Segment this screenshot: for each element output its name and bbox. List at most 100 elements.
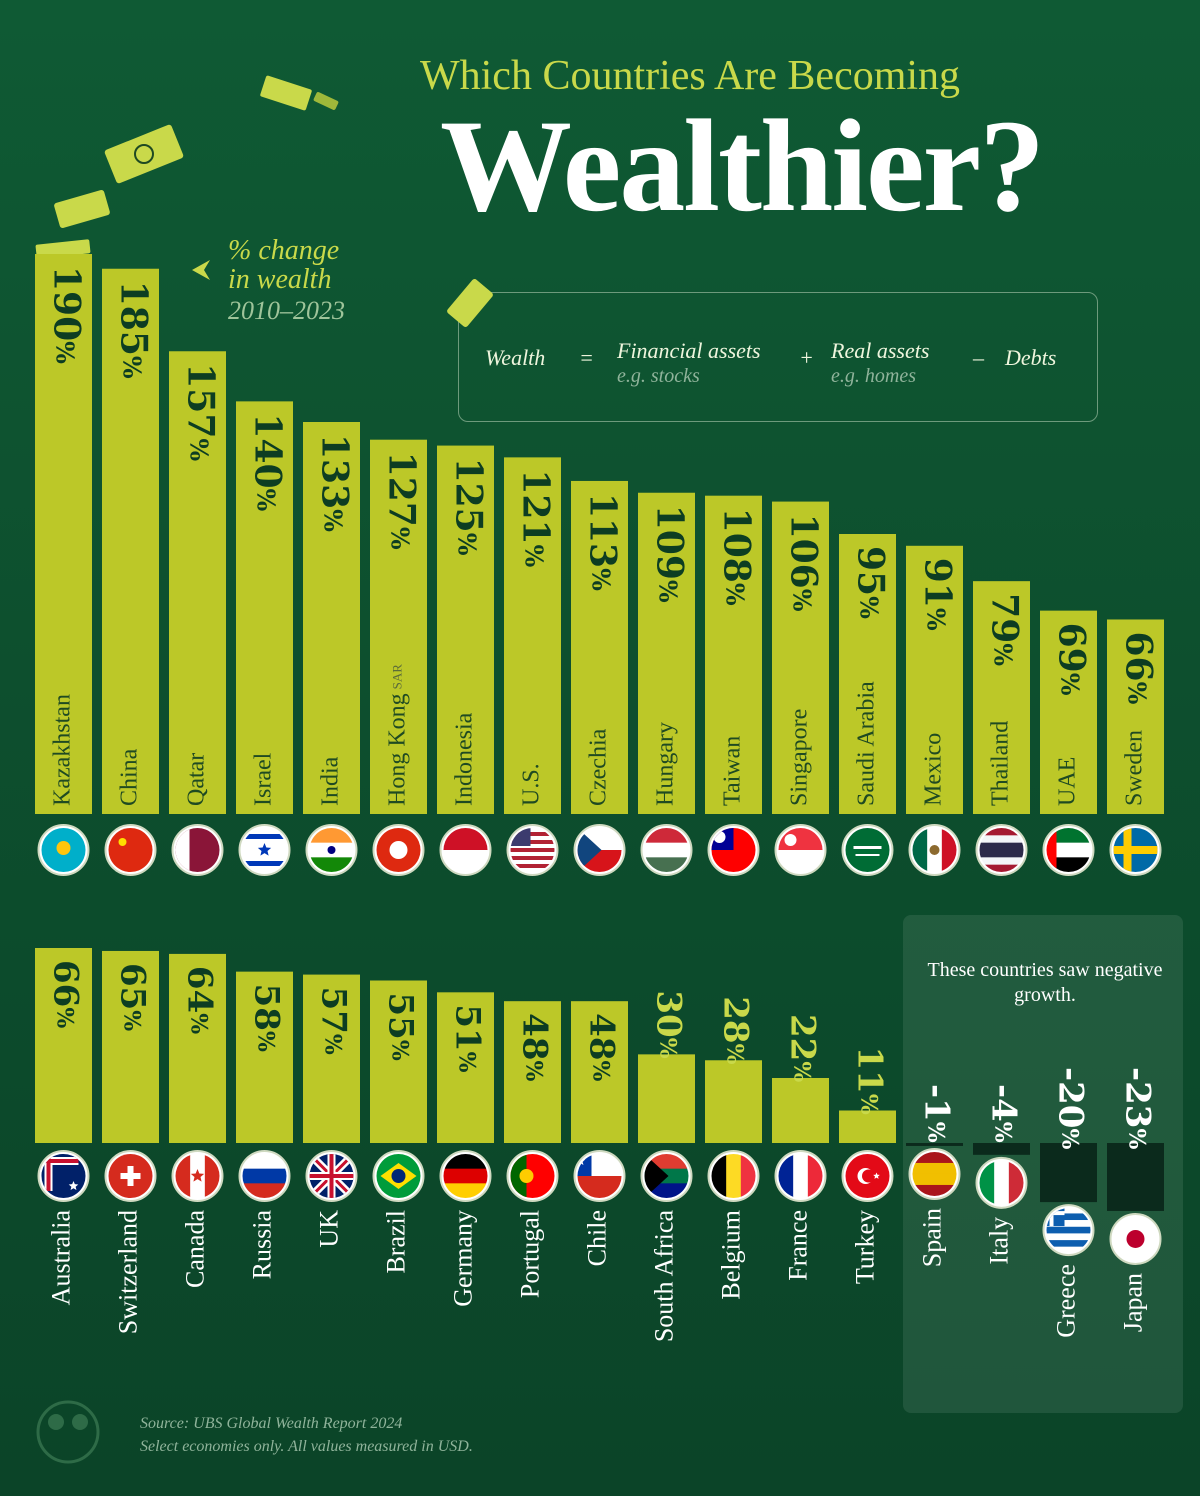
bar-russia — [236, 971, 293, 1143]
bar-hungary — [638, 492, 695, 814]
greece-flag — [1042, 1204, 1095, 1257]
country-label: Saudi Arabia — [853, 681, 879, 806]
bar-spain — [906, 1143, 963, 1146]
japan-flag — [1109, 1212, 1162, 1265]
value-label: 66% — [1118, 631, 1160, 704]
bar-switzerland — [102, 950, 159, 1143]
formula-plus: + — [799, 345, 814, 370]
country-label: Belgium — [716, 1210, 745, 1300]
country-label: Switzerland — [113, 1210, 142, 1334]
value-label: 11% — [850, 1047, 890, 1115]
country-label: Greece — [1051, 1264, 1080, 1338]
sweden-flag — [1109, 824, 1162, 876]
country-label: UAE — [1054, 757, 1080, 806]
chart-annotation: % change in wealth 2010–2023 — [228, 236, 418, 324]
value-label: -23% — [1118, 1067, 1158, 1149]
value-label: 28% — [716, 996, 756, 1064]
taiwan-flag — [707, 824, 760, 876]
bar-taiwan — [705, 495, 762, 814]
value-label: 113% — [582, 493, 624, 591]
bar-turkey — [839, 1110, 896, 1143]
thailand-flag — [975, 824, 1028, 876]
bar-brazil — [370, 980, 427, 1143]
bar-israel — [236, 401, 293, 814]
italy-flag — [975, 1156, 1028, 1209]
formula-minus: – — [973, 345, 984, 370]
country-label: Italy — [984, 1217, 1013, 1265]
country-label: Hungary — [652, 722, 678, 806]
country-label: Hong KongSAR — [384, 664, 410, 806]
value-label: 95% — [850, 546, 892, 619]
qatar-flag — [171, 824, 224, 876]
bar-germany — [437, 992, 494, 1143]
canada-flag — [171, 1150, 224, 1202]
bar-china — [102, 268, 159, 815]
kazakhstan-flag — [37, 824, 90, 876]
country-label: Indonesia — [451, 712, 477, 806]
value-label: -4% — [984, 1084, 1024, 1143]
singapore-flag — [774, 824, 827, 876]
source-disclaimer: Select economies only. All values measur… — [140, 1438, 473, 1456]
country-label: South Africa — [649, 1210, 678, 1343]
money-bill-icon — [54, 190, 110, 228]
bar-uae — [1040, 610, 1097, 814]
country-label: France — [783, 1210, 812, 1281]
chile-flag — [573, 1150, 626, 1202]
south-africa-flag — [640, 1150, 693, 1202]
value-label: 106% — [783, 514, 825, 612]
formula-financial-example: e.g. stocks — [617, 365, 700, 387]
bar-thailand — [973, 581, 1030, 814]
wealth-formula-box: Wealth = Financial assets e.g. stocks + … — [458, 292, 1098, 422]
value-label: 58% — [247, 984, 287, 1052]
bar-italy — [973, 1143, 1030, 1155]
value-label: 125% — [448, 458, 490, 556]
uae-flag — [1042, 824, 1095, 876]
value-label: 79% — [984, 593, 1026, 666]
bar-belgium — [705, 1060, 762, 1143]
money-bill-icon — [260, 75, 339, 111]
value-label: 157% — [180, 363, 222, 461]
brazil-flag — [372, 1150, 425, 1202]
israel-flag — [238, 824, 291, 876]
value-label: 127% — [381, 452, 423, 550]
china-flag — [104, 824, 157, 876]
value-label: 57% — [314, 987, 354, 1055]
country-label: Japan — [1118, 1273, 1147, 1332]
bar-mexico — [906, 545, 963, 814]
spain-flag — [908, 1147, 961, 1200]
hong-kong-flag — [372, 824, 425, 876]
source-line: Source: UBS Global Wealth Report 2024 — [140, 1415, 403, 1432]
bar-india — [303, 422, 360, 814]
value-label: -1% — [917, 1084, 957, 1143]
country-label: Qatar — [183, 753, 209, 806]
value-label: 185% — [113, 281, 155, 379]
formula-debts: Debts — [1005, 345, 1057, 370]
country-label: Russia — [247, 1210, 276, 1280]
bar-singapore — [772, 501, 829, 814]
bar-czechia — [571, 480, 628, 814]
formula-wealth: Wealth — [485, 345, 546, 370]
subtitle: Which Countries Are Becoming — [420, 53, 961, 99]
country-label: Spain — [917, 1208, 946, 1267]
country-label: Czechia — [585, 728, 611, 806]
annotation-line1: % change — [228, 235, 340, 266]
value-label: 64% — [180, 966, 220, 1034]
money-bill-icon — [104, 124, 184, 184]
arrow-icon — [192, 260, 210, 280]
bar-canada — [169, 953, 226, 1143]
money-bill-icon — [447, 279, 493, 327]
value-label: 66% — [46, 960, 86, 1028]
formula-real-example: e.g. homes — [831, 365, 916, 387]
negative-growth-note: These countries saw negative growth. — [927, 959, 1163, 1006]
country-label: Israel — [250, 752, 276, 806]
bar-south-africa — [638, 1054, 695, 1143]
bar-portugal — [504, 1001, 561, 1143]
formula-real: Real assets — [831, 338, 930, 363]
value-label: 190% — [46, 266, 88, 364]
indonesia-flag — [439, 824, 492, 876]
country-label: Brazil — [381, 1210, 410, 1274]
logo-icon — [36, 1400, 100, 1464]
bar-qatar — [169, 351, 226, 814]
